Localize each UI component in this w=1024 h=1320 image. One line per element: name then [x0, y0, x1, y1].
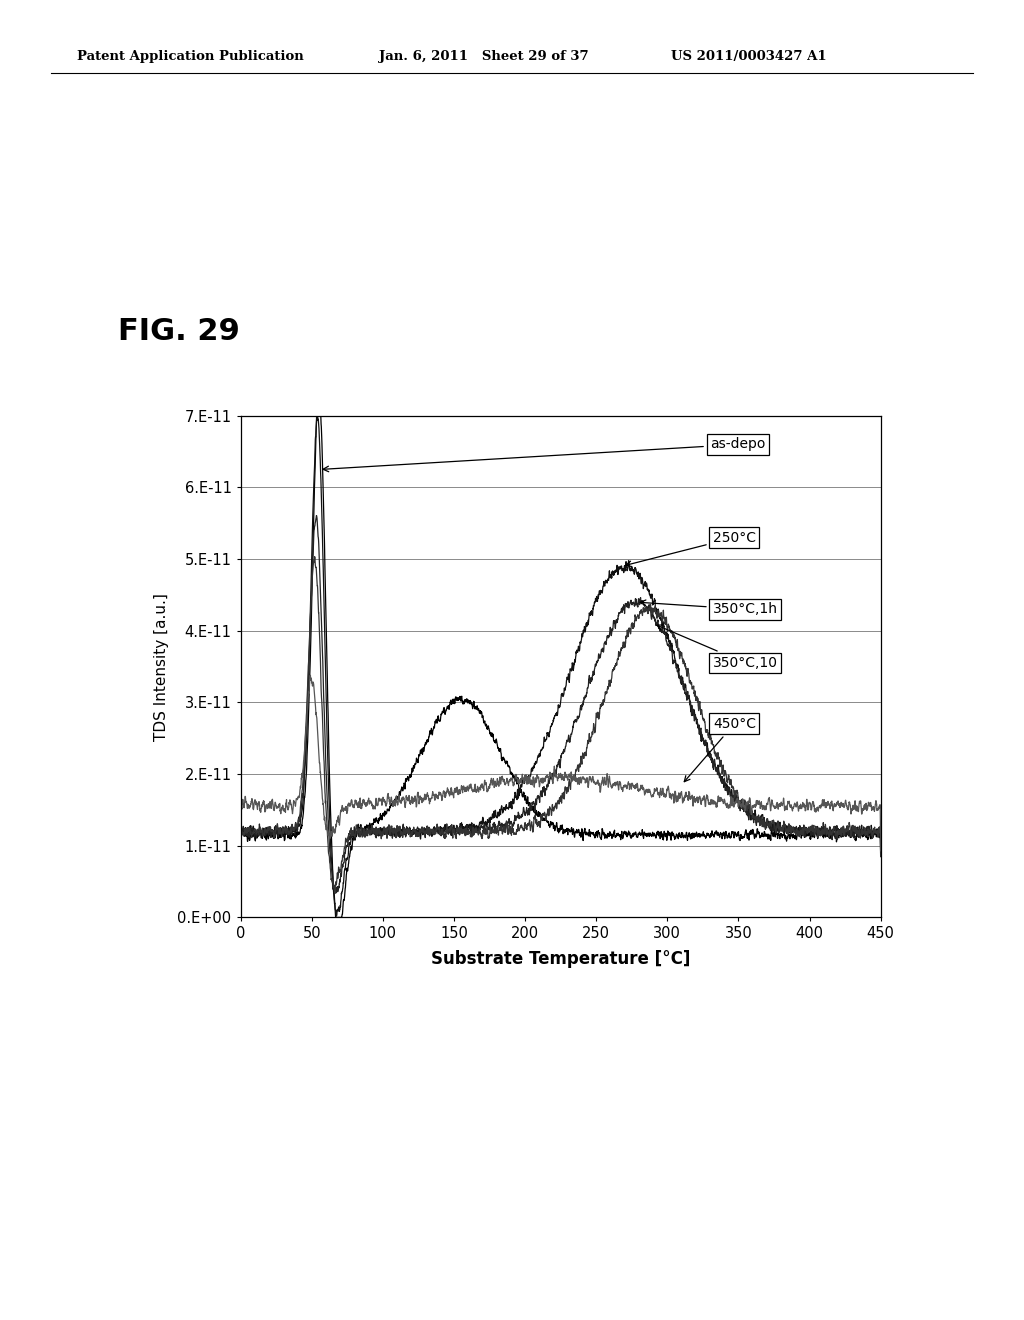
Text: Patent Application Publication: Patent Application Publication [77, 50, 303, 63]
Text: 250°C: 250°C [626, 531, 756, 566]
Text: 450°C: 450°C [684, 717, 756, 781]
Text: Jan. 6, 2011   Sheet 29 of 37: Jan. 6, 2011 Sheet 29 of 37 [379, 50, 589, 63]
Text: 350°C,10: 350°C,10 [657, 624, 778, 671]
X-axis label: Substrate Temperature [°C]: Substrate Temperature [°C] [431, 950, 690, 968]
Y-axis label: TDS Intensity [a.u.]: TDS Intensity [a.u.] [155, 593, 169, 741]
Text: as-depo: as-depo [323, 437, 765, 471]
Text: US 2011/0003427 A1: US 2011/0003427 A1 [671, 50, 826, 63]
Text: FIG. 29: FIG. 29 [118, 317, 240, 346]
Text: 350°C,1h: 350°C,1h [640, 601, 778, 616]
